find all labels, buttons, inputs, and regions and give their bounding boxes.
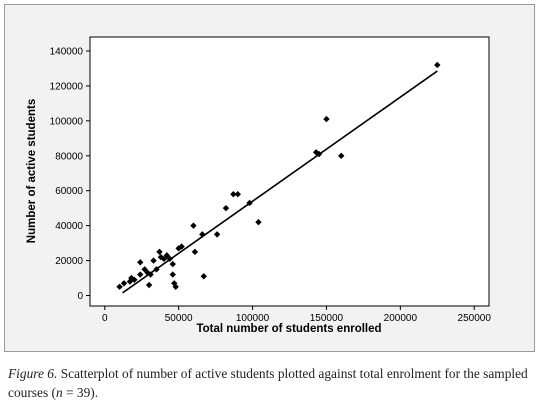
y-tick-label: 120000 (50, 81, 84, 92)
x-tick-label: 250000 (458, 313, 492, 324)
y-tick-label: 0 (77, 291, 83, 302)
y-tick-label: 80000 (55, 151, 83, 162)
figure-label: Figure 6. (8, 366, 58, 381)
data-point (116, 283, 123, 290)
x-tick-label: 50000 (165, 313, 193, 324)
data-point (144, 269, 151, 277)
caption-text-end: = 39). (62, 385, 99, 400)
data-point (199, 231, 206, 238)
data-point (338, 152, 345, 159)
x-tick-label: 150000 (310, 313, 344, 324)
regression-line (122, 70, 438, 294)
data-point (153, 266, 160, 273)
data-point (120, 280, 128, 287)
caption-n-symbol: n (55, 385, 63, 400)
x-tick-label: 200000 (384, 313, 418, 324)
y-tick-label: 60000 (55, 186, 83, 197)
data-point (156, 248, 163, 256)
data-point (171, 280, 178, 287)
data-point (147, 271, 154, 278)
data-point (141, 266, 148, 273)
data-point (191, 248, 199, 256)
figure-caption: Figure 6. Scatterplot of number of activ… (8, 364, 536, 402)
y-axis-label: Number of active students (26, 99, 38, 243)
x-axis-label: Total number of students enrolled (196, 323, 381, 335)
trend-layer (122, 70, 438, 294)
data-point (178, 243, 185, 250)
y-axis-ticks: 0 20000 40000 60000 80000 100000 120000 140000 (50, 46, 90, 302)
y-tick-label: 20000 (55, 256, 83, 267)
data-point (150, 257, 157, 264)
data-point (190, 222, 197, 229)
x-axis-ticks: 0 50000 100000 150000 200000 250000 (102, 306, 491, 324)
data-point (160, 255, 168, 263)
data-point (137, 271, 144, 278)
data-point (137, 259, 144, 266)
scatter-chart: 0 50000 100000 150000 200000 250000 0 20000 400… (26, 36, 491, 335)
data-point (169, 260, 176, 268)
data-point (145, 281, 153, 289)
chart-panel: 0 50000 100000 150000 200000 250000 0 20000 400… (4, 4, 535, 352)
data-point (169, 271, 176, 278)
data-point (200, 273, 207, 280)
y-tick-label: 40000 (55, 221, 83, 232)
data-point (131, 276, 138, 283)
caption-text: Scatterplot of number of active students… (8, 366, 528, 400)
data-point (315, 150, 323, 158)
data-point (166, 255, 173, 263)
data-point (434, 61, 441, 69)
data-point (163, 252, 171, 259)
data-point (234, 191, 241, 198)
x-tick-label: 0 (102, 313, 108, 324)
data-point (246, 199, 253, 207)
data-point (172, 283, 179, 290)
data-point (255, 218, 262, 226)
data-point (323, 115, 330, 123)
data-points (116, 61, 441, 290)
data-point (222, 204, 230, 212)
data-point (230, 191, 237, 198)
x-tick-label: 100000 (236, 313, 270, 324)
data-point (213, 231, 221, 238)
y-tick-label: 140000 (50, 46, 84, 57)
y-tick-label: 100000 (50, 116, 84, 127)
